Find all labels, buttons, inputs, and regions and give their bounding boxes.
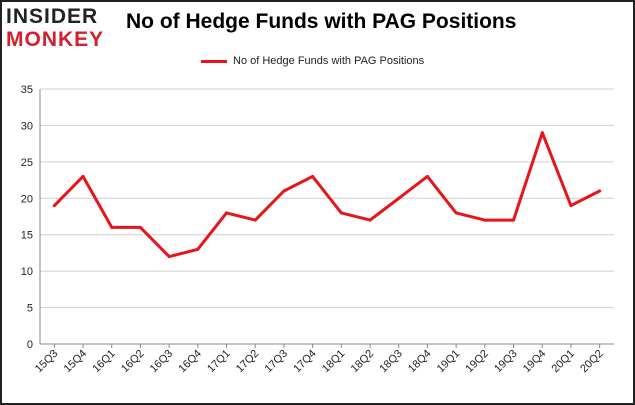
x-tick-label: 17Q2 — [234, 348, 262, 376]
x-tick-label: 19Q1 — [435, 348, 463, 376]
legend-swatch — [201, 59, 227, 63]
data-point — [483, 218, 487, 222]
legend-label: No of Hedge Funds with PAG Positions — [233, 55, 425, 67]
data-point — [540, 131, 544, 135]
data-point — [339, 211, 343, 215]
data-point — [110, 225, 114, 229]
gridlines — [40, 88, 614, 309]
x-tick-label: 19Q2 — [463, 348, 491, 376]
data-point — [225, 211, 229, 215]
data-point — [52, 204, 56, 208]
data-point — [569, 204, 573, 208]
x-tick-label: 15Q4 — [62, 348, 90, 376]
data-point — [138, 225, 142, 229]
data-point — [368, 218, 372, 222]
x-tick-label: 18Q4 — [406, 348, 434, 376]
x-tick-label: 16Q2 — [119, 348, 147, 376]
axes — [39, 89, 614, 345]
data-point — [512, 218, 516, 222]
logo-line-1: INSIDER — [6, 5, 99, 28]
x-tick-label: 18Q1 — [320, 348, 348, 376]
data-point — [253, 218, 257, 222]
logo-line-2: MONKEY — [6, 28, 105, 51]
y-tick-label: 5 — [27, 303, 33, 315]
series-line — [52, 131, 602, 259]
y-tick-label: 20 — [21, 193, 33, 205]
legend: No of Hedge Funds with PAG Positions — [201, 52, 424, 70]
data-point — [598, 189, 602, 193]
data-point — [167, 255, 171, 259]
x-tick-label: 17Q3 — [263, 348, 291, 376]
y-tick-label: 35 — [21, 84, 33, 96]
y-axis-ticks: 0 5 10 15 20 25 30 35 — [21, 84, 33, 351]
data-point — [81, 174, 85, 178]
y-tick-label: 0 — [27, 339, 33, 351]
x-tick-label: 19Q3 — [492, 348, 520, 376]
x-tick-label: 20Q2 — [578, 348, 606, 376]
y-tick-label: 25 — [21, 157, 33, 169]
x-tick-label: 15Q3 — [33, 348, 61, 376]
x-tick-label: 17Q1 — [205, 348, 233, 376]
data-point — [454, 211, 458, 215]
data-point — [311, 174, 315, 178]
x-tick-label: 16Q3 — [148, 348, 176, 376]
series-group — [52, 131, 602, 259]
data-point — [196, 247, 200, 251]
y-tick-label: 10 — [21, 266, 33, 278]
x-tick-label: 16Q4 — [176, 348, 204, 376]
data-point — [397, 196, 401, 200]
x-tick-label: 19Q4 — [521, 348, 549, 376]
y-tick-label: 15 — [21, 230, 33, 242]
data-point — [282, 189, 286, 193]
data-point — [425, 174, 429, 178]
chart-title: No of Hedge Funds with PAG Positions — [126, 10, 517, 33]
x-axis-ticks: 15Q3 15Q4 16Q1 16Q2 16Q3 16Q4 17Q1 17Q2 17Q3 17Q4… — [33, 344, 606, 375]
x-tick-label: 18Q2 — [349, 348, 377, 376]
y-tick-label: 30 — [21, 120, 33, 132]
x-tick-label: 20Q1 — [550, 348, 578, 376]
x-tick-label: 18Q3 — [377, 348, 405, 376]
x-tick-label: 17Q4 — [291, 348, 319, 376]
insider-monkey-logo: INSIDER MONKEY — [6, 4, 118, 50]
x-tick-label: 16Q1 — [90, 348, 118, 376]
